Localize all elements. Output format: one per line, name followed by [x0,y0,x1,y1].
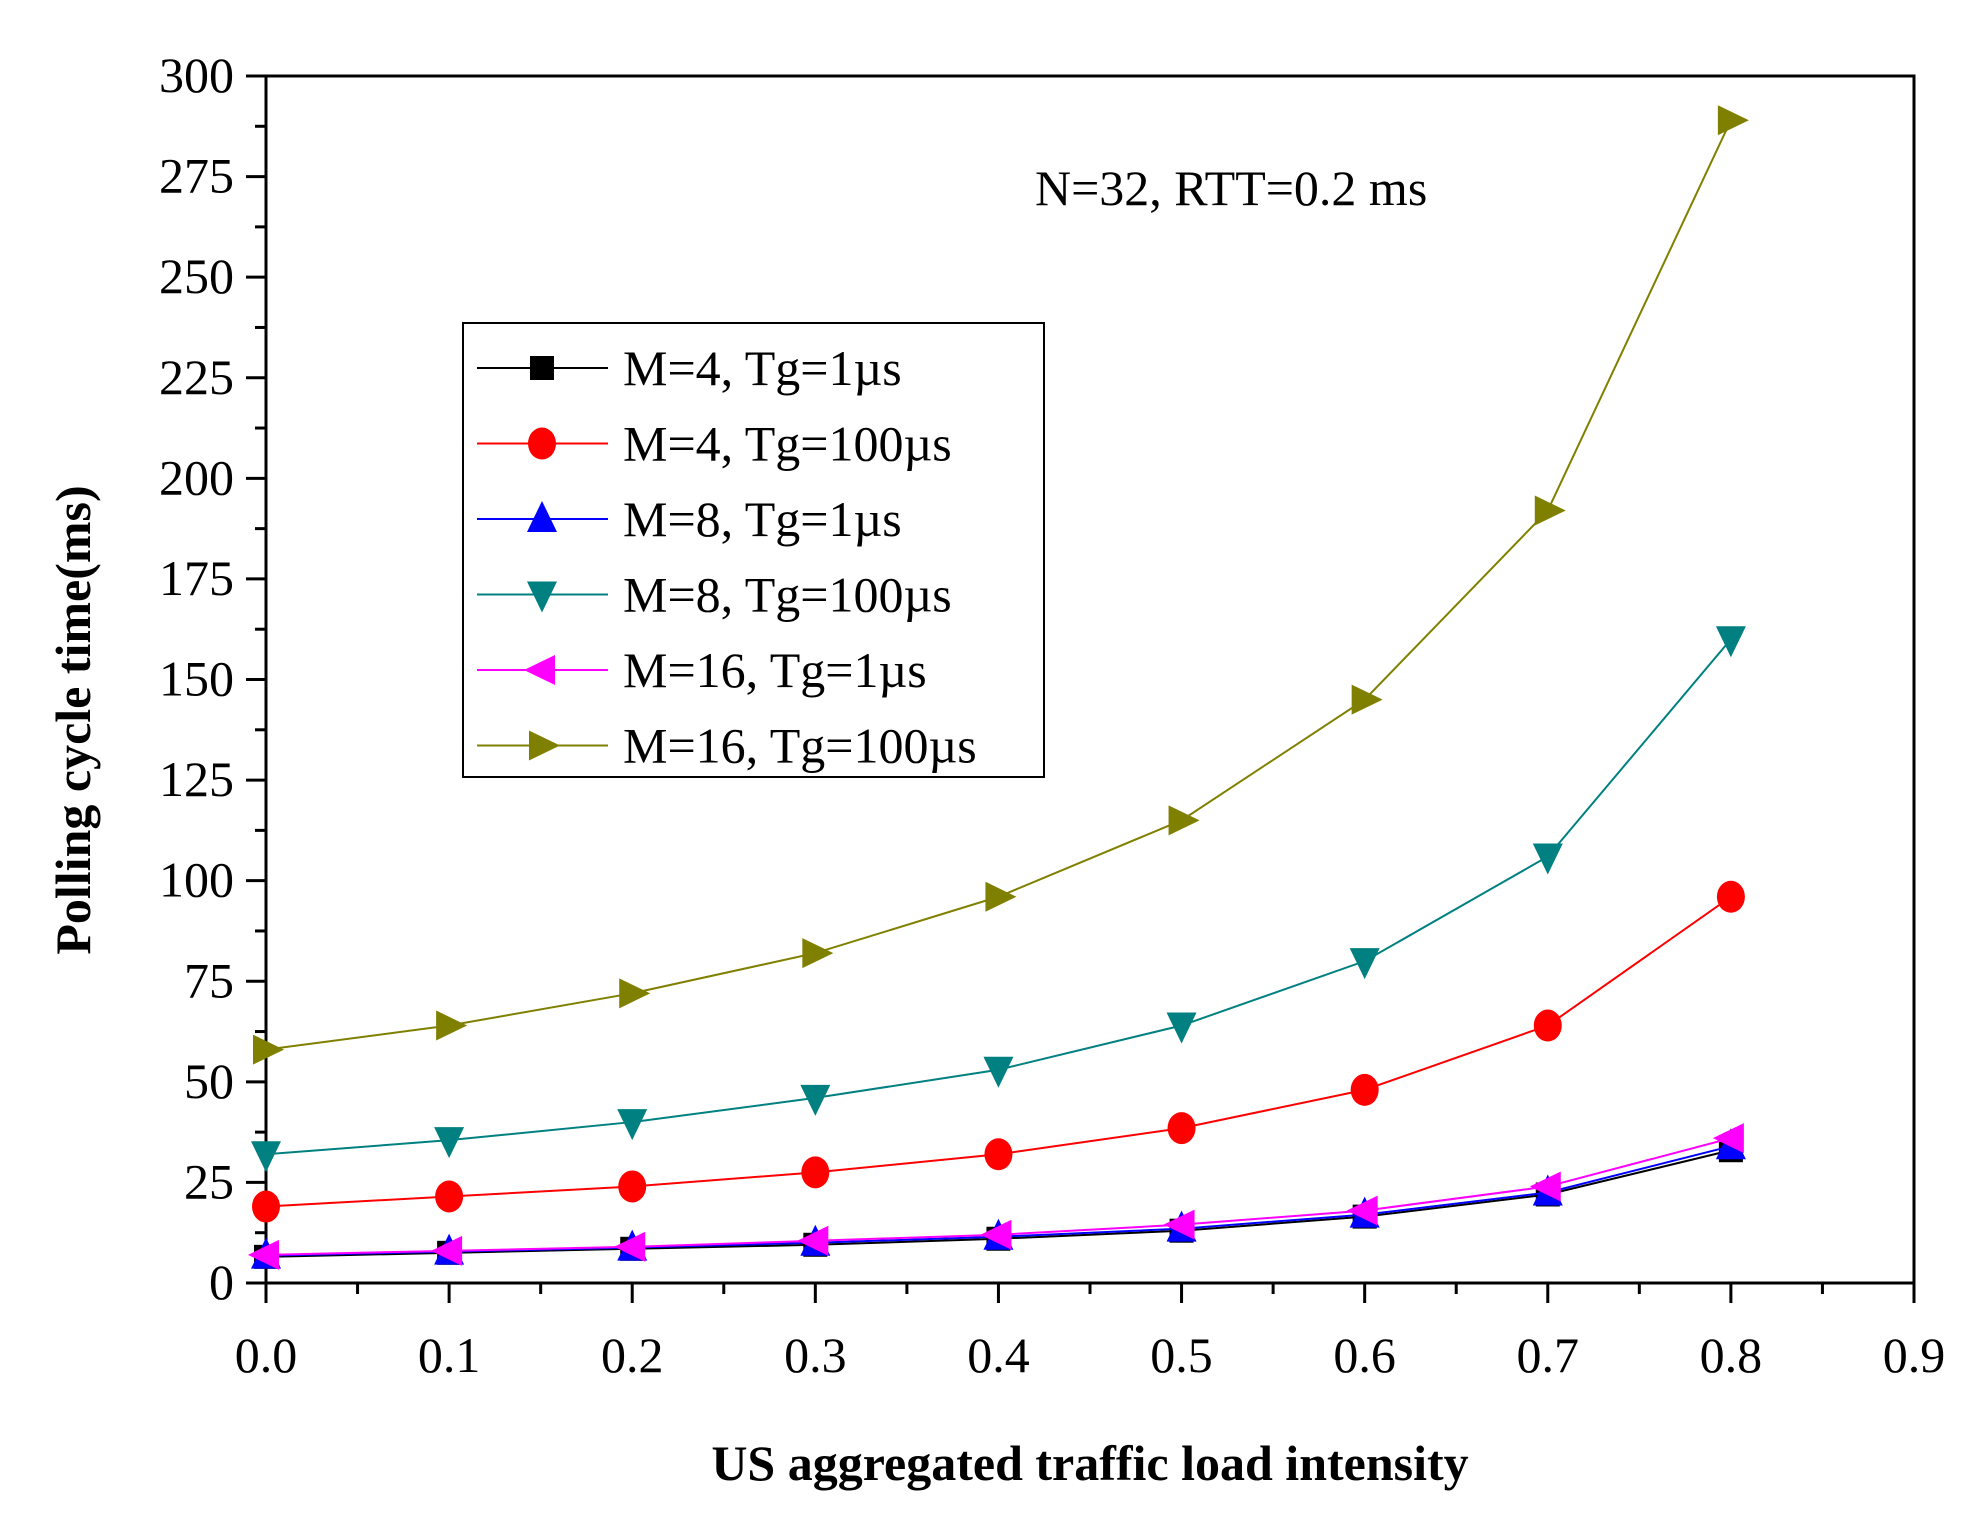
data-point [614,1231,646,1262]
data-point [252,1190,280,1223]
series-3 [251,626,1746,1173]
x-tick-label: 0.8 [1700,1327,1763,1383]
y-tick-label: 175 [159,550,234,606]
legend-label: M=16, Tg=1µs [623,642,927,698]
x-tick-label: 0.7 [1517,1327,1580,1383]
y-tick-label: 125 [159,751,234,807]
data-point [1712,1123,1744,1154]
data-point [980,1219,1012,1250]
legend: M=4, Tg=1µs M=4, Tg=100µs M=8, Tg=1µs M=8, … [462,322,1045,778]
data-point [1534,495,1566,526]
data-point [1351,684,1383,715]
legend-label: M=4, Tg=1µs [623,340,902,396]
data-point [802,938,834,969]
data-point [1349,948,1380,980]
data-point [800,1084,831,1116]
x-tick-label: 0.6 [1333,1327,1396,1383]
data-point [1715,626,1746,658]
y-tick-label: 75 [184,952,234,1008]
x-tick-label: 0.4 [967,1327,1030,1383]
y-tick-label: 275 [159,148,234,204]
data-point [1167,1112,1196,1145]
legend-marker [527,581,557,613]
legend-label: M=4, Tg=100µs [623,416,952,472]
y-tick-label: 225 [159,349,234,405]
x-tick-label: 0.1 [418,1327,481,1383]
x-tick-label: 0.0 [235,1327,298,1383]
data-point [248,1239,279,1270]
series-4 [248,1123,1744,1270]
legend-marker [530,356,554,380]
data-point [618,1170,647,1203]
data-point [797,1225,829,1256]
legend-box [462,322,1045,778]
y-axis-title: Polling cycle time(ms) [45,485,101,954]
data-point [1168,805,1200,836]
y-tick-label: 50 [184,1053,234,1109]
y-tick-label: 0 [209,1254,234,1310]
y-tick-label: 250 [159,248,234,304]
data-point [436,1010,468,1041]
data-point [1529,1171,1561,1202]
data-point [1163,1209,1195,1240]
x-tick-label: 0.3 [784,1327,847,1383]
data-point [1533,1009,1562,1042]
axes: 0.0 0.1 0.2 0.3 0.4 0.5 0.6 0.7 0.8 0.9 0 25 50 75 100… [159,47,1945,1383]
series-5 [253,105,1749,1065]
data-point [253,1034,284,1065]
legend-label: M=8, Tg=100µs [623,567,952,623]
data-point [434,1127,465,1159]
data-point [801,1156,830,1189]
y-tick-label: 100 [159,852,234,908]
data-point [983,1056,1014,1088]
data-point [1716,880,1745,913]
data-point [431,1235,463,1266]
annotation: N=32, RTT=0.2 ms [1035,160,1427,216]
x-axis-title: US aggregated traffic load intensity [711,1435,1468,1491]
data-point [619,978,651,1009]
data-point [435,1180,464,1213]
data-point [251,1141,281,1173]
series-group [248,105,1749,1270]
x-tick-label: 0.9 [1883,1327,1946,1383]
data-point [1346,1195,1378,1226]
y-tick-label: 300 [159,47,234,103]
y-tick-label: 200 [159,449,234,505]
data-point [1717,105,1749,136]
legend-marker [524,655,555,685]
y-tick-label: 25 [184,1153,234,1209]
x-tick-label: 0.2 [601,1327,664,1383]
series-1 [252,880,1745,1223]
legend-marker [529,730,560,761]
data-point [617,1109,648,1141]
data-point [1350,1073,1379,1106]
legend-marker [527,501,557,532]
legend-marker [528,427,556,460]
data-point [1532,843,1563,875]
data-point [985,881,1017,912]
data-point [1166,1012,1197,1044]
y-tick-label: 150 [159,651,234,707]
data-point [984,1138,1013,1171]
legend-label: M=16, Tg=100µs [623,718,977,774]
legend-label: M=8, Tg=1µs [623,491,902,547]
x-tick-label: 0.5 [1150,1327,1213,1383]
